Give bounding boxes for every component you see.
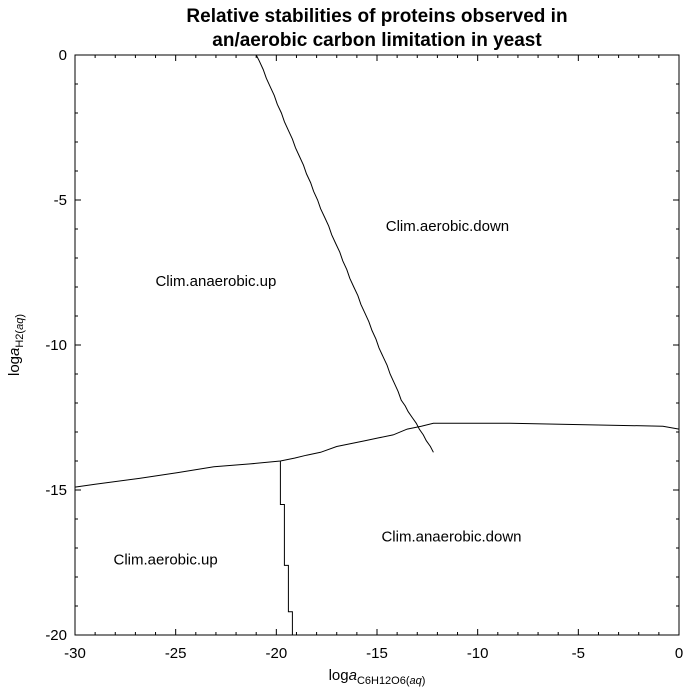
y-tick-label: 0 (59, 47, 67, 64)
boundary-line-1 (255, 54, 434, 453)
plot-frame (74, 54, 680, 636)
y-tick-label: -20 (45, 627, 67, 644)
chart-subtitle: an/aerobic carbon limitation in yeast (212, 30, 542, 51)
y-tick-label: -15 (45, 482, 67, 499)
region-label: Clim.aerobic.up (113, 552, 217, 569)
x-tick-label: 0 (675, 645, 683, 662)
region-labels: Clim.aerobic.down Clim.anaerobic.up Clim.a… (113, 218, 521, 568)
x-axis-ticks: -30 -25 -20 -15 -10 -5 0 (64, 55, 683, 662)
x-tick-label: -5 (572, 645, 585, 662)
y-tick-label: -10 (45, 337, 67, 354)
x-tick-label: -10 (467, 645, 489, 662)
x-tick-label: -20 (265, 645, 287, 662)
x-axis-label: logaC6H12O6(aq) (329, 667, 426, 687)
region-label: Clim.anaerobic.up (155, 273, 276, 290)
x-tick-label: -30 (64, 645, 86, 662)
x-tick-label: -25 (165, 645, 187, 662)
boundary-line-3 (279, 461, 295, 636)
region-label: Clim.anaerobic.down (381, 528, 521, 545)
y-axis-label: logaH2(aq) (6, 314, 26, 376)
x-tick-label: -15 (366, 645, 388, 662)
boundary-line-2 (74, 422, 680, 488)
y-axis-ticks: 0 -5 -10 -15 -20 (45, 47, 679, 644)
chart-title: Relative stabilities of proteins observe… (186, 6, 567, 27)
region-label: Clim.aerobic.down (386, 218, 509, 235)
y-tick-label: -5 (54, 192, 67, 209)
boundary-lines (74, 54, 680, 636)
